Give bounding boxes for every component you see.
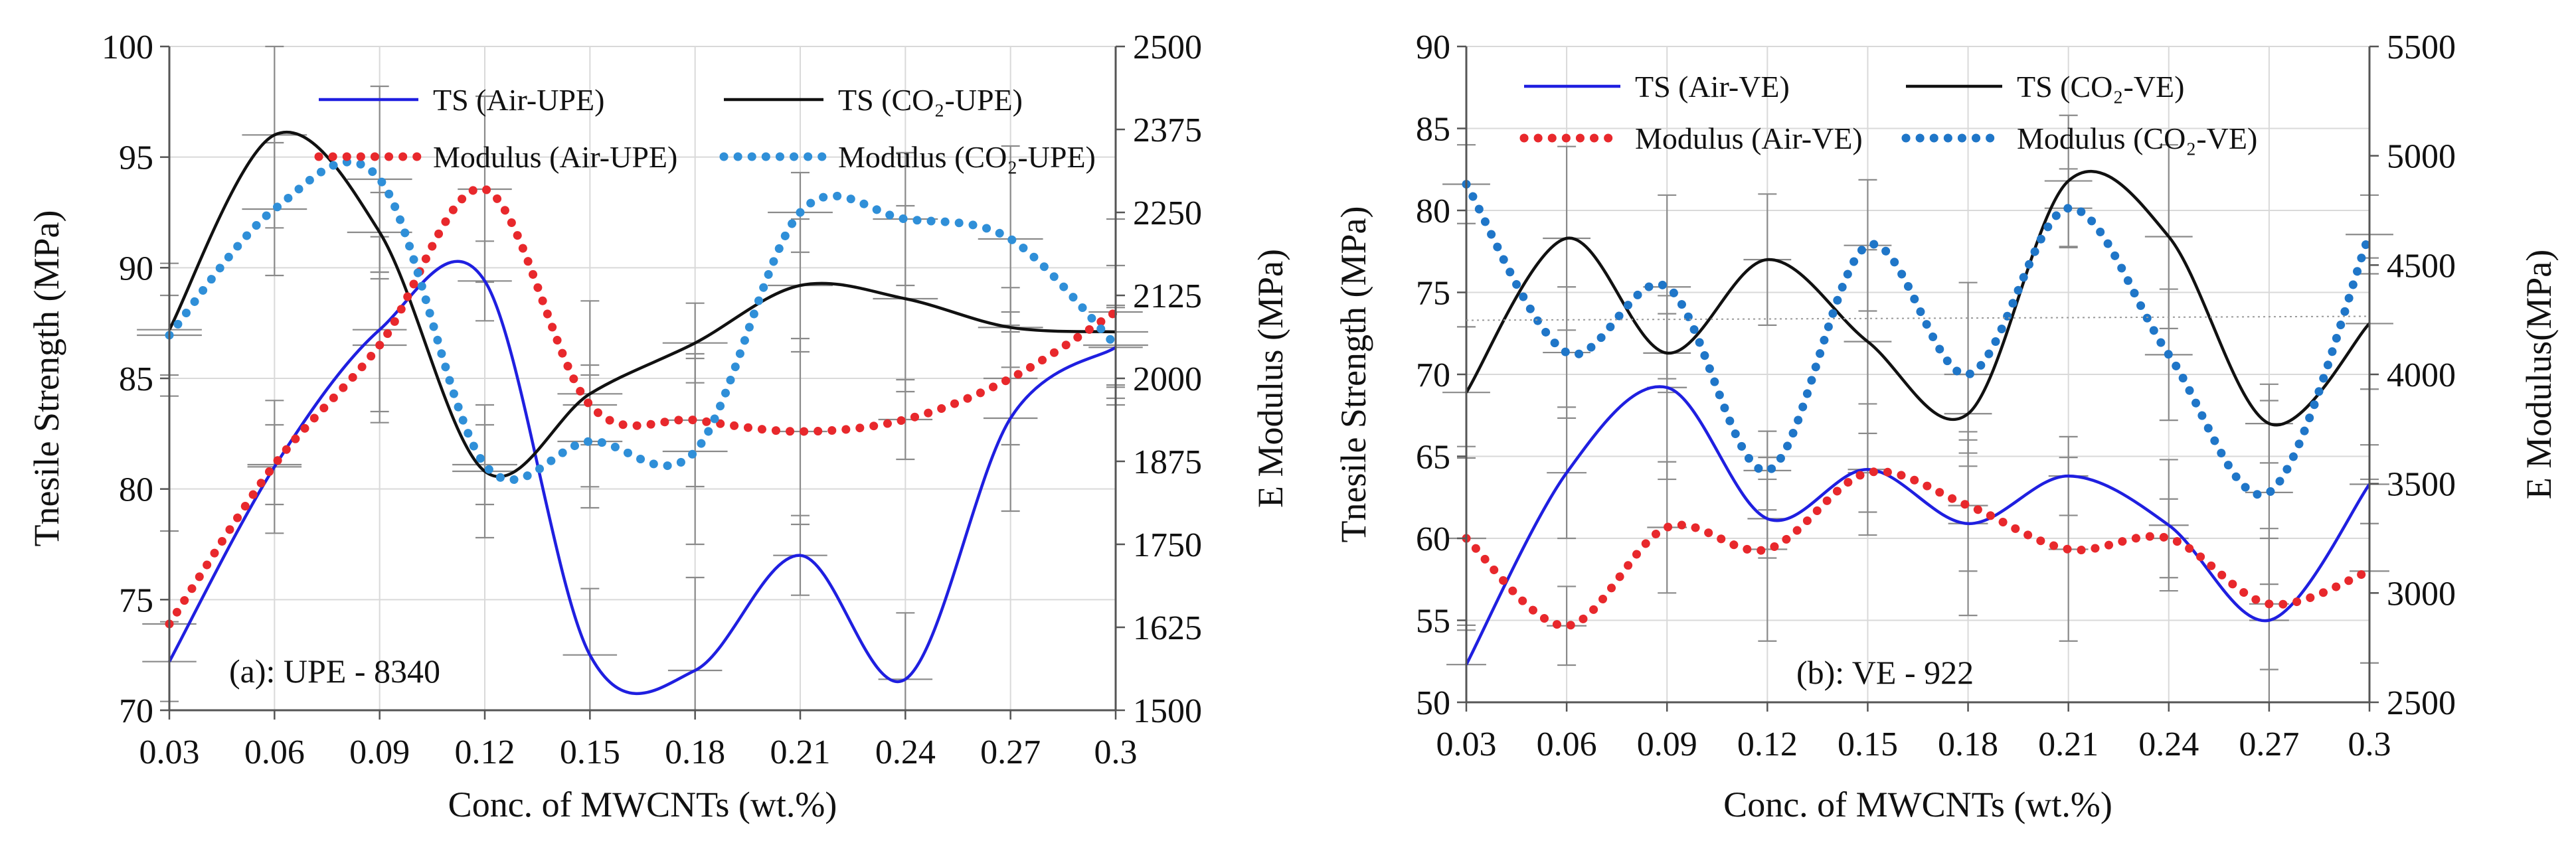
y-tick-label: 95	[119, 139, 153, 177]
x-tick-label: 0.12	[455, 733, 515, 771]
legend-label: TS (Air-VE)	[1635, 70, 1790, 104]
x-tick-label: 0.09	[349, 733, 410, 771]
y2-tick-label: 2000	[1133, 360, 1202, 398]
x-tick-label: 0.18	[665, 733, 725, 771]
series-line-modulus-co-upe	[165, 157, 1120, 485]
y2-tick-label: 4000	[2387, 356, 2456, 394]
y-tick-label: 80	[119, 471, 153, 509]
y2-axis-title: E Modulus(MPa)	[2519, 250, 2559, 500]
y2-tick-label: 1500	[1133, 692, 1202, 730]
x-tick-label: 0.12	[1737, 726, 1798, 763]
x-tick-label: 0.03	[139, 733, 200, 771]
y2-tick-label: 5500	[2387, 29, 2456, 66]
x-tick-label: 0.3	[1094, 733, 1138, 771]
x-tick-label: 0.21	[2038, 726, 2099, 763]
x-tick-label: 0.03	[1436, 726, 1497, 763]
x-tick-label: 0.06	[244, 733, 305, 771]
y2-tick-label: 1625	[1133, 609, 1202, 647]
y-tick-label: 70	[1416, 356, 1450, 394]
legend-label: Modulus (CO₂-UPE)	[838, 140, 1096, 174]
y-tick-label: 70	[119, 692, 153, 730]
series-line-ts-co-ve	[1465, 170, 2371, 427]
y-tick-label: 85	[119, 360, 153, 398]
y-tick-label: 65	[1416, 439, 1450, 477]
y2-axis-title: E Modulus (MPa)	[1250, 249, 1290, 508]
x-tick-label: 0.3	[2348, 726, 2391, 763]
legend-label: Modulus (Air-UPE)	[433, 140, 677, 174]
series-line-ts-co-upe	[168, 130, 1116, 479]
y-tick-label: 75	[119, 581, 153, 619]
legend-label: TS (Air-UPE)	[433, 83, 604, 117]
y2-tick-label: 2125	[1133, 277, 1202, 315]
y2-tick-label: 3000	[2387, 575, 2456, 613]
legend-label: TS (CO₂-VE)	[2017, 70, 2184, 104]
chart-panel-b: 0.03 0.06 0.09 0.12 0.15 0.18 0.21 0.24 0.27 0.3 5…	[1333, 29, 2559, 824]
series-line-ts-air-ve	[1465, 385, 2371, 666]
y2-tick-label: 5000	[2387, 138, 2456, 176]
y-tick-label: 100	[102, 29, 153, 66]
y-tick-label: 80	[1416, 193, 1450, 230]
chart-panel-a: 0.03 0.06 0.09 0.12 0.15 0.18 0.21 0.24 0.27 0.3 7…	[27, 29, 1290, 824]
y-tick-label: 50	[1416, 684, 1450, 722]
y-tick-label: 90	[119, 250, 153, 287]
series-line-modulus-air-ve	[1462, 467, 2374, 631]
x-tick-label: 0.06	[1537, 726, 1597, 763]
x-axis-title: Conc. of MWCNTs (wt.%)	[1723, 785, 2112, 824]
y2-tick-label: 3500	[2387, 466, 2456, 504]
panel-label: (b): VE - 922	[1796, 654, 1974, 691]
x-tick-label: 0.24	[875, 733, 936, 771]
series-line-modulus-co-ve	[1462, 180, 2374, 499]
x-tick-label: 0.24	[2138, 726, 2199, 763]
y-tick-label: 55	[1416, 603, 1450, 641]
y2-tick-label: 2500	[2387, 684, 2456, 722]
y2-tick-label: 1875	[1133, 443, 1202, 481]
y2-tick-label: 1750	[1133, 526, 1202, 564]
y-tick-label: 60	[1416, 520, 1450, 558]
x-tick-label: 0.27	[2239, 726, 2299, 763]
y-tick-label: 90	[1416, 29, 1450, 66]
legend-label: Modulus (Air-VE)	[1635, 121, 1863, 155]
x-tick-label: 0.09	[1637, 726, 1697, 763]
y2-tick-label: 4500	[2387, 247, 2456, 285]
x-axis-title: Conc. of MWCNTs (wt.%)	[448, 785, 837, 824]
legend-label: TS (CO₂-UPE)	[838, 83, 1023, 117]
y-tick-label: 75	[1416, 275, 1450, 313]
x-tick-label: 0.27	[980, 733, 1041, 771]
y2-tick-label: 2500	[1133, 29, 1202, 66]
x-tick-label: 0.18	[1938, 726, 1998, 763]
y2-tick-label: 2250	[1133, 194, 1202, 232]
x-tick-label: 0.21	[770, 733, 831, 771]
x-tick-label: 0.15	[1838, 726, 1898, 763]
series-line-modulus-air-upe	[165, 184, 1120, 629]
y2-tick-label: 2375	[1133, 112, 1202, 149]
x-tick-label: 0.15	[560, 733, 620, 771]
y-axis-title: Tnesile Strength (MPa)	[1333, 206, 1373, 543]
panel-label: (a): UPE - 8340	[229, 653, 440, 690]
reference-dotted-line	[1466, 315, 2370, 321]
y-axis-title: Tnesile Strength (MPa)	[27, 210, 66, 547]
y-tick-label: 85	[1416, 111, 1450, 149]
series-line-ts-air-upe	[168, 260, 1117, 696]
legend-label: Modulus (CO₂-VE)	[2017, 121, 2257, 155]
